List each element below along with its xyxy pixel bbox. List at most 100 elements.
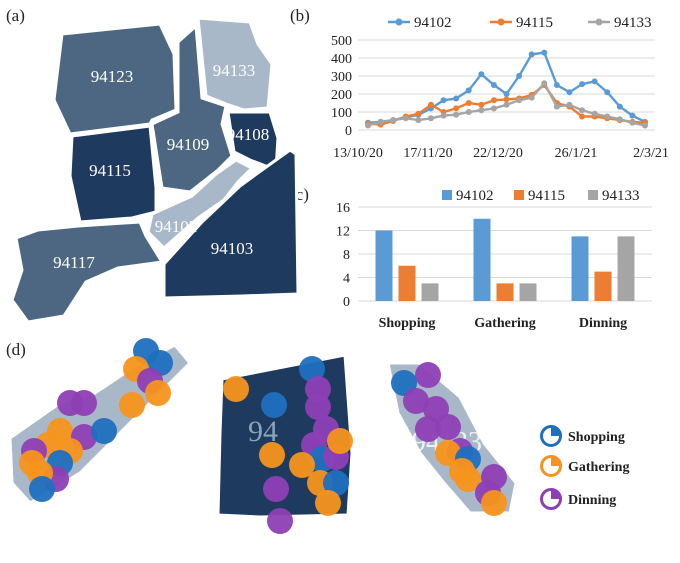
data-point-94133 xyxy=(629,119,636,126)
y-tick-label: 8 xyxy=(343,248,350,263)
activity-dot xyxy=(29,476,55,502)
activity-dot xyxy=(435,440,461,466)
zip-map: 94123 94133 94109 94108 94115 94102 94103 94117 xyxy=(10,16,300,324)
data-point-94133 xyxy=(390,117,397,124)
data-point-94102 xyxy=(528,51,535,58)
map-label-94117: 94117 xyxy=(53,253,95,272)
legend-marker-94133 xyxy=(595,18,603,26)
map-region-94109 xyxy=(150,22,234,194)
y-tick-label: 12 xyxy=(336,225,350,240)
map-region-94103 xyxy=(162,148,300,300)
data-point-94133 xyxy=(541,80,548,87)
legend-label-94133: 94133 xyxy=(614,15,652,31)
data-point-94102 xyxy=(490,82,497,88)
bar-shopping-94102 xyxy=(375,230,393,301)
data-point-94133 xyxy=(365,122,371,129)
map-label-94115: 94115 xyxy=(89,161,131,180)
activity-dot xyxy=(403,388,429,414)
data-point-94133 xyxy=(579,107,586,114)
activity-dot xyxy=(267,508,293,534)
bar-gathering-94133 xyxy=(519,283,537,301)
activity-dot xyxy=(323,470,349,496)
data-point-94102 xyxy=(591,78,598,85)
map-region-94133 xyxy=(196,16,274,112)
legend-icon-wedge xyxy=(551,488,562,499)
line-chart: 0 100 200 300 400 500 13/10/20 17/11/20 22/12/20… xyxy=(331,15,669,161)
data-point-94102 xyxy=(616,103,623,110)
bar-gathering-94102 xyxy=(473,218,491,301)
legend-label-dinning: Dinning xyxy=(568,493,616,508)
activity-dot xyxy=(71,390,97,416)
legend-swatch-94102 xyxy=(442,190,452,200)
data-point-94133 xyxy=(427,115,434,122)
legend-marker-94102 xyxy=(395,18,403,26)
data-point-94133 xyxy=(415,117,422,124)
map-label-94133: 94133 xyxy=(213,61,256,80)
data-point-94115 xyxy=(490,97,497,104)
legend-swatch-94133 xyxy=(588,190,598,200)
y-tick-label: 500 xyxy=(331,34,352,49)
bar-dinning-94115 xyxy=(594,271,612,301)
map-region-94102 xyxy=(146,158,255,251)
data-point-94115 xyxy=(453,105,460,112)
activity-dot xyxy=(305,394,331,420)
activity-dot xyxy=(145,380,171,406)
legend-label-94115: 94115 xyxy=(516,15,553,31)
data-point-94133 xyxy=(528,94,535,101)
map-region-94115 xyxy=(68,124,158,224)
bar-gathering-94115 xyxy=(496,283,514,301)
activity-dot xyxy=(263,476,289,502)
bar-chart: 0 4 8 12 16 Shopping Gathering Dinning 94102 9411… xyxy=(336,188,652,330)
data-point-94102 xyxy=(440,97,447,104)
x-tick-label: 26/1/21 xyxy=(555,146,598,161)
data-point-94133 xyxy=(616,116,623,123)
data-point-94102 xyxy=(453,95,460,102)
map-label-94102: 94102 xyxy=(155,217,198,236)
data-point-94115 xyxy=(415,110,422,117)
activity-dot xyxy=(119,392,145,418)
data-point-94102 xyxy=(541,49,548,56)
data-point-94133 xyxy=(566,101,573,108)
data-point-94133 xyxy=(465,109,472,115)
activity-dot xyxy=(415,362,441,388)
data-point-94115 xyxy=(503,96,510,103)
legend-label-94133: 94133 xyxy=(602,188,640,204)
data-point-94102 xyxy=(503,91,510,97)
activity-dot xyxy=(223,376,249,402)
legend-label-94102: 94102 xyxy=(414,15,452,31)
bar-shopping-94115 xyxy=(398,265,416,301)
data-point-94102 xyxy=(629,112,636,119)
map-label-94103: 94103 xyxy=(211,239,254,258)
y-tick-label: 16 xyxy=(336,201,350,216)
data-point-94133 xyxy=(604,113,611,120)
data-point-94133 xyxy=(642,122,648,129)
data-point-94102 xyxy=(566,89,573,96)
x-tick-label: 2/3/21 xyxy=(633,146,669,161)
activity-dot xyxy=(415,416,441,442)
data-point-94133 xyxy=(516,97,523,104)
activity-dot xyxy=(327,428,353,454)
y-tick-label: 0 xyxy=(345,124,352,139)
data-point-94133 xyxy=(453,111,460,118)
map-region-94123 xyxy=(52,22,178,136)
data-point-94133 xyxy=(490,105,497,112)
data-point-94133 xyxy=(402,115,409,122)
x-tick-label: 17/11/20 xyxy=(403,146,452,161)
data-point-94102 xyxy=(579,81,586,88)
panel-label-d: (d) xyxy=(6,340,26,359)
data-point-94115 xyxy=(478,101,485,108)
y-tick-label: 200 xyxy=(331,88,352,103)
bar-shopping-94133 xyxy=(421,283,439,301)
map-region-94117 xyxy=(10,220,165,324)
activity-dot xyxy=(435,414,461,440)
bar-dinning-94133 xyxy=(617,236,635,301)
legend-label-94102: 94102 xyxy=(456,188,494,204)
activity-dot xyxy=(91,418,117,444)
legend-marker-94115 xyxy=(497,18,505,26)
x-tick-label: 22/12/20 xyxy=(473,146,523,161)
y-tick-label: 400 xyxy=(331,52,352,67)
data-point-94115 xyxy=(579,113,586,120)
legend-label-shopping: Shopping xyxy=(568,430,625,445)
legend-icon-wedge xyxy=(551,455,562,466)
legend-label-gathering: Gathering xyxy=(568,460,629,475)
